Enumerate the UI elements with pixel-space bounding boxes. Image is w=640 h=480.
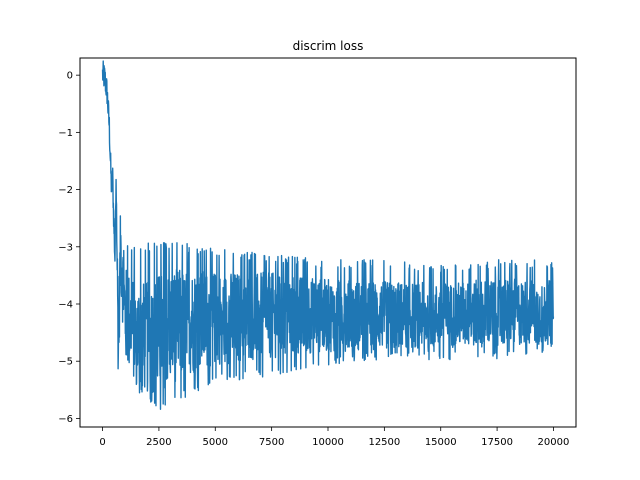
x-tick-label: 2500 (146, 437, 171, 448)
x-tick-label: 10000 (312, 437, 344, 448)
x-tick-label: 5000 (203, 437, 228, 448)
series-layer (101, 60, 555, 410)
y-tick-label: −4 (58, 300, 73, 311)
x-tick-label: 0 (99, 437, 105, 448)
x-tick-label: 17500 (481, 437, 513, 448)
y-tick-label: −6 (58, 414, 73, 425)
y-tick-label: 0 (67, 71, 73, 82)
y-tick-label: −2 (58, 185, 73, 196)
loss-series-line (101, 60, 555, 410)
x-axis: 0 2500 5000 7500 10000 12500 15000 17500 20000 (99, 427, 569, 448)
y-tick-label: −5 (58, 357, 73, 368)
y-tick-label: −3 (58, 242, 73, 253)
x-tick-label: 12500 (368, 437, 400, 448)
y-axis: 0 −1 −2 −3 −4 −5 −6 (58, 71, 80, 425)
y-tick-label: −1 (58, 128, 73, 139)
chart-title: discrim loss (293, 39, 364, 53)
x-tick-label: 7500 (259, 437, 284, 448)
x-tick-label: 20000 (538, 437, 570, 448)
x-tick-label: 15000 (425, 437, 457, 448)
